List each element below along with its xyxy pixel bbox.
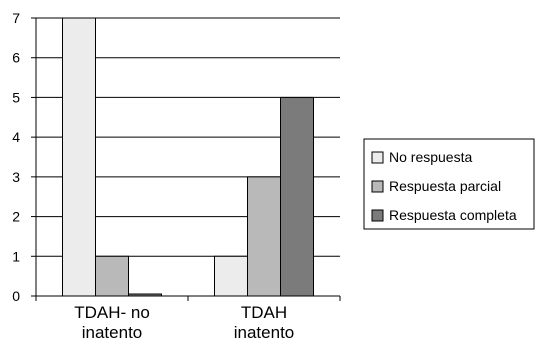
y-tick-label: 6: [12, 50, 20, 66]
bar: [62, 17, 96, 297]
x-category-label: TDAH: [241, 303, 287, 322]
x-category-label: TDAH- no: [74, 303, 150, 322]
axes: [31, 17, 341, 301]
legend-swatch: [371, 151, 384, 164]
y-tick-label: 5: [12, 89, 20, 105]
bars: [62, 17, 314, 297]
bar: [280, 96, 314, 297]
legend: No respuesta Respuesta parcial Respuesta c…: [363, 138, 535, 230]
y-tick-label: 2: [12, 209, 20, 225]
y-tick-label: 7: [12, 10, 20, 26]
y-tick-label: 4: [12, 129, 20, 145]
y-tick-labels: 0 1 2 3 4 5 6 7: [12, 10, 20, 304]
legend-label: No respuesta: [389, 149, 472, 165]
bar: [214, 255, 248, 297]
legend-frame: [363, 138, 535, 230]
legend-label: Respuesta completa: [389, 207, 517, 223]
legend-swatch: [371, 180, 384, 193]
y-tick-label: 3: [12, 169, 20, 185]
y-tick-label: 0: [12, 288, 20, 304]
bar: [247, 176, 281, 297]
bar: [95, 255, 129, 297]
x-category-label: inatento: [82, 323, 143, 342]
legend-swatch: [371, 209, 384, 222]
y-tick-label: 1: [12, 248, 20, 264]
x-category-label: inatento: [234, 323, 295, 342]
legend-label: Respuesta parcial: [389, 178, 501, 194]
